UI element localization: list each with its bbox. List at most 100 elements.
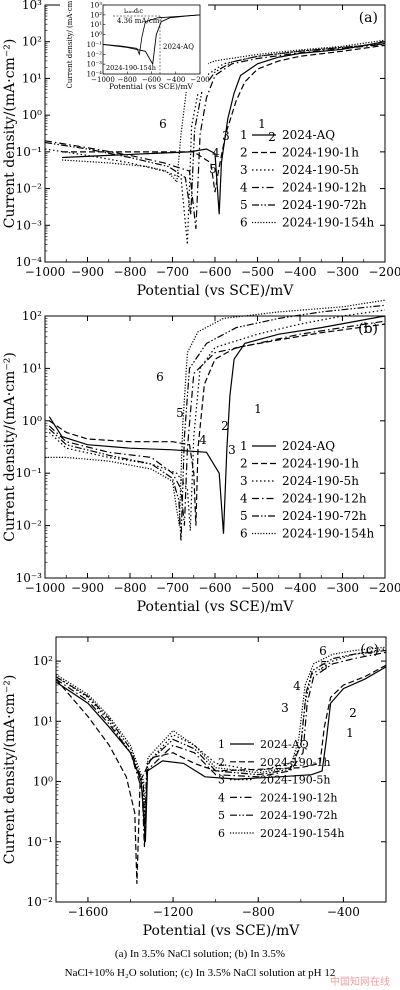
inset-x-tick-label: −800 xyxy=(118,76,137,84)
legend-number: 5 xyxy=(218,809,225,822)
inset-y-tick-label: 10⁻⁴ xyxy=(87,71,103,79)
series-line-2 xyxy=(55,664,387,884)
y-tick-label: 10² xyxy=(22,309,42,323)
chart-panel-c: −1600 −1200 −800 −400 10⁻² 10⁻¹ 10⁰ 10¹ 10² Poten… xyxy=(2,636,387,939)
x-tick-label: −900 xyxy=(71,265,104,279)
inset-y-axis-title: Current density/ (mA·cm⁻²) xyxy=(66,0,74,89)
legend-number: 1 xyxy=(240,128,248,142)
series-line-5 xyxy=(44,43,386,215)
series-line-2 xyxy=(62,44,386,193)
legend-label: 2024-190-1h xyxy=(282,457,359,471)
polarization-figure: −1000 −900 −800 −700 −600 −500 −400 −300 −200 10⁻… xyxy=(2,0,400,939)
legend-number: 3 xyxy=(240,163,248,177)
curve-number-label: 4 xyxy=(293,679,301,693)
x-tick-label: −200 xyxy=(369,265,400,279)
series-line-6 xyxy=(45,299,386,526)
y-tick-label: 10⁻² xyxy=(27,895,54,909)
x-tick-label: −200 xyxy=(369,581,400,595)
legend-number: 5 xyxy=(240,198,248,212)
legend-number: 1 xyxy=(240,439,248,453)
legend: 1 2024-AQ 2 2024-190-1h 3 2024-190-5h 4 2024-19… xyxy=(240,439,374,541)
panel-label: (a) xyxy=(359,10,378,26)
y-tick-label: 10⁻¹ xyxy=(16,145,42,159)
figure-caption: (a) In 3.5% NaCl solution; (b) In 3.5% N… xyxy=(0,945,400,983)
legend-label: 2024-190-72h xyxy=(282,509,367,523)
inset-x-axis-title: Potential (vs SCE)/mV xyxy=(109,82,194,91)
inset-y-tick-label: 10⁻¹ xyxy=(87,41,103,49)
legend-label: 2024-190-154h xyxy=(260,827,345,840)
x-axis-title: Potential (vs SCE)/mV xyxy=(143,923,301,939)
y-tick-label: 10² xyxy=(33,654,53,668)
x-tick-label: −800 xyxy=(242,905,275,919)
inset-y-tick-label: 10⁻² xyxy=(87,51,103,59)
y-tick-label: 10¹ xyxy=(22,361,42,375)
inset-x-tick-label: −200 xyxy=(190,76,209,84)
chart-panel-a: −1000 −900 −800 −700 −600 −500 −400 −300 −20010⁻… xyxy=(2,0,400,299)
series-line-3 xyxy=(44,42,386,245)
watermark-text: 中国知网在线 xyxy=(330,977,390,988)
legend-label: 2024-AQ xyxy=(282,128,335,142)
inset-y-tick-label: 10¹ xyxy=(90,21,102,29)
x-tick-label: −300 xyxy=(326,265,359,279)
curve-number-label: 2 xyxy=(349,706,357,720)
curve-number-label: 6 xyxy=(319,644,327,658)
legend-label: 2024-190-12h xyxy=(260,791,338,804)
series-line-2 xyxy=(102,14,201,56)
x-tick-label: −700 xyxy=(156,581,189,595)
inset-x-tick-label: −1000 xyxy=(91,76,115,84)
legend-label: 2024-190-5h xyxy=(282,163,359,177)
legend-number: 4 xyxy=(218,791,225,804)
legend-label: 2024-190-154h xyxy=(282,527,374,541)
legend-label: 2024-190-5h xyxy=(282,474,359,488)
series-line-6 xyxy=(55,646,387,824)
legend: 1 2024-AQ 2 2024-190-1h 3 2024-190-5h 4 2024-19… xyxy=(240,128,374,230)
series-line-5 xyxy=(55,649,387,838)
series-line-4 xyxy=(55,651,387,848)
plot-frame xyxy=(55,636,387,903)
legend-label: 2024-AQ xyxy=(282,439,335,453)
legend-number: 4 xyxy=(240,181,248,195)
x-tick-label: −500 xyxy=(241,581,274,595)
curve-number-label: 4 xyxy=(212,146,220,160)
y-tick-label: 10⁻³ xyxy=(16,571,43,585)
curve-number-label: 1 xyxy=(258,117,266,131)
chart-panel-b: −1000 −900 −800 −700 −600 −500 −400 −300 −200 10⁻… xyxy=(2,299,400,615)
curve-number-label: 3 xyxy=(281,701,289,715)
inset-y-tick-label: 10⁰ xyxy=(90,31,102,39)
legend-label: 2024-190-12h xyxy=(282,492,367,506)
y-axis-title: Current density/(mA·cm⁻²) xyxy=(2,39,18,229)
legend-label: 2024-AQ xyxy=(260,738,309,751)
x-tick-label: −1000 xyxy=(25,265,66,279)
series-line-1 xyxy=(61,41,386,215)
y-tick-label: 10⁻³ xyxy=(16,218,43,232)
curve-number-label: 6 xyxy=(156,370,164,384)
x-axis-title: Potential (vs SCE)/mV xyxy=(137,283,295,299)
y-tick-label: 10¹ xyxy=(22,71,42,85)
curve-number-label: 4 xyxy=(199,433,207,447)
y-tick-label: 10⁰ xyxy=(22,414,42,428)
x-tick-label: −400 xyxy=(327,905,360,919)
curve-number-label: 1 xyxy=(346,726,354,740)
inset-annotation: 2024-190-154h xyxy=(106,64,156,72)
panel-label: (b) xyxy=(358,321,378,337)
y-tick-label: 10⁻² xyxy=(16,519,43,533)
y-tick-label: 10⁰ xyxy=(33,775,53,789)
curve-number-label: 6 xyxy=(159,117,167,131)
y-tick-label: 10⁻¹ xyxy=(27,835,53,849)
legend-number: 4 xyxy=(240,492,248,506)
inset-x-tick-label: −600 xyxy=(142,76,161,84)
x-tick-label: −900 xyxy=(71,581,104,595)
inset-y-tick-label: 10² xyxy=(90,11,102,19)
inset-annotation: 2024-AQ xyxy=(163,43,194,51)
curve-number-label: 3 xyxy=(222,129,230,143)
legend-number: 2 xyxy=(218,756,225,769)
legend-label: 2024-190-72h xyxy=(260,809,338,822)
x-tick-label: −800 xyxy=(114,581,147,595)
y-tick-label: 10⁻² xyxy=(16,182,43,196)
series-line-2 xyxy=(48,323,386,526)
y-tick-label: 10⁻¹ xyxy=(16,466,42,480)
caption-line-2: NaCl+10% H₂O solution; (c) In 3.5% NaCl … xyxy=(64,967,336,979)
panel-label: (c) xyxy=(360,642,379,658)
legend-number: 6 xyxy=(240,216,248,230)
